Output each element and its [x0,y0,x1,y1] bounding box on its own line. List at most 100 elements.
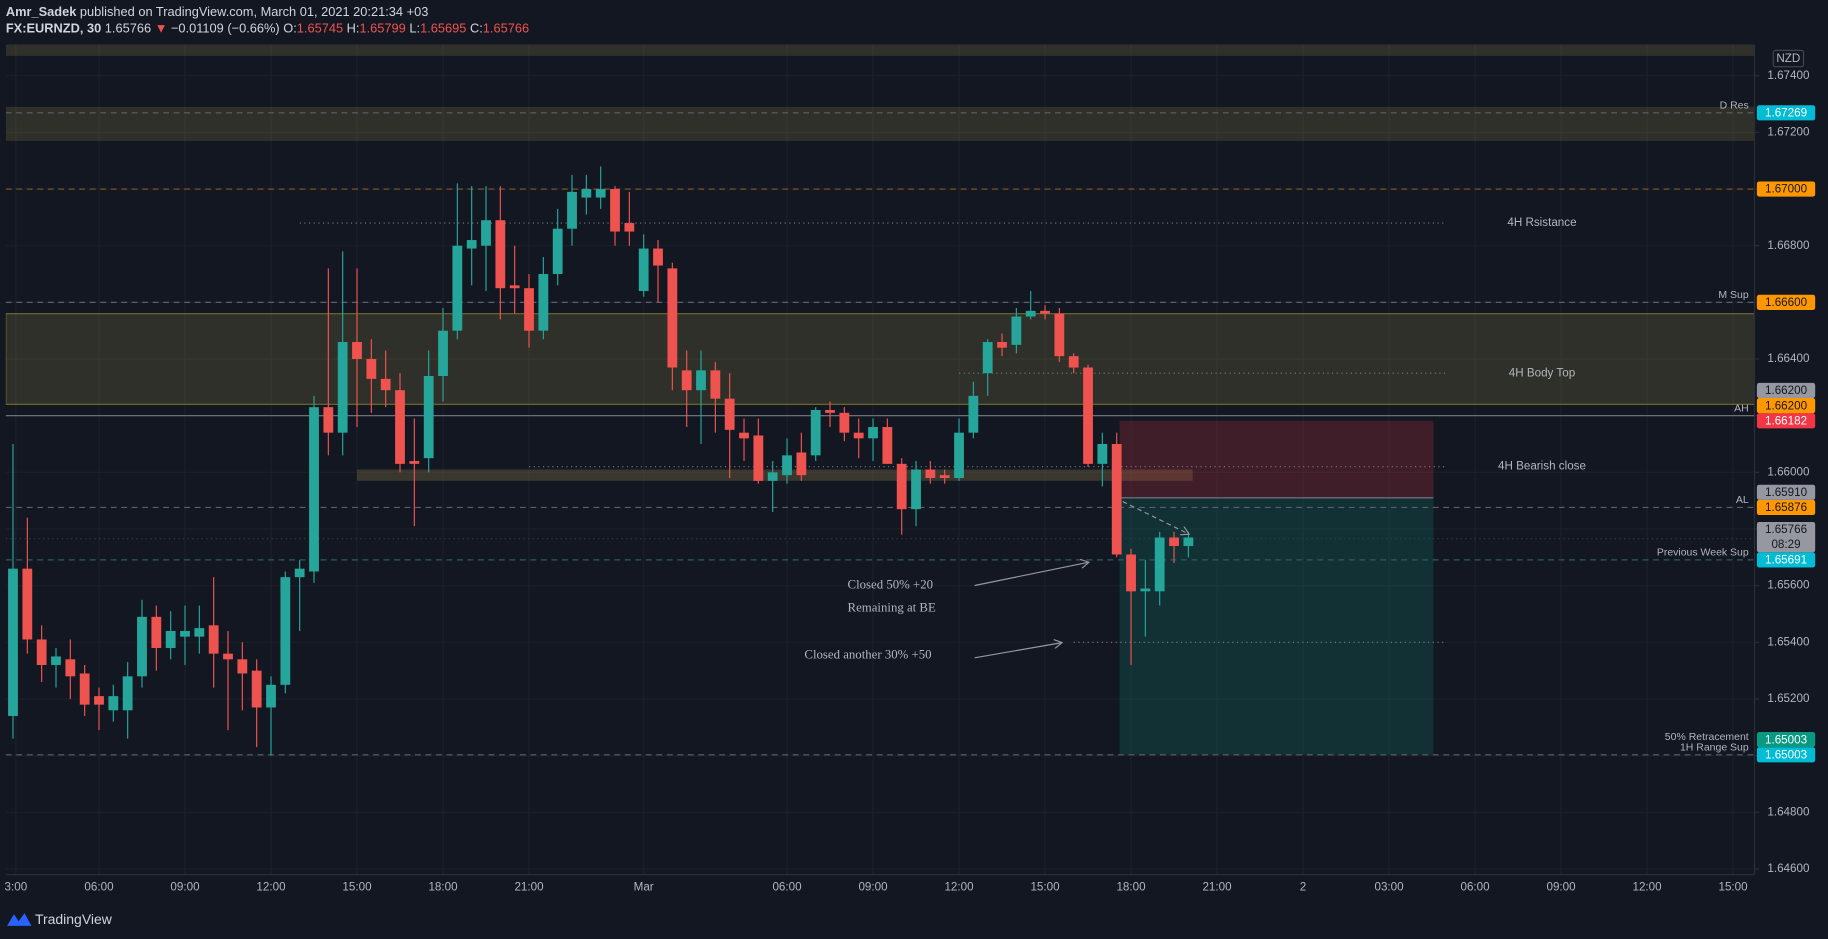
candle-body [251,670,262,708]
candle-body [1169,537,1179,546]
level-label: 1H Range Sup [1680,743,1749,754]
x-tick-label: 2 [1300,881,1306,894]
levels [5,112,1755,756]
price-label: 1.66182 [1765,414,1807,427]
candle-body [710,370,721,399]
candle-body [452,245,463,331]
candle-body [524,288,534,331]
candle-body [1097,444,1108,464]
direction: ▼ [155,21,168,36]
brand-logo [6,913,32,926]
candle-body [380,378,391,391]
level-label: 50% Retracement [1665,732,1749,743]
y-tick-label: 1.67400 [1767,69,1810,82]
x-tick-label: 06:00 [84,881,114,894]
price-label: 1.65691 [1765,554,1807,567]
ohlc-value: 1.65766 [483,21,529,36]
x-tick-label: 09:00 [170,881,200,894]
candle-body [180,630,190,637]
candle-body [1183,537,1194,546]
candle-body [366,359,377,379]
header-line: Amr_Sadek published on TradingView.com, … [6,4,429,19]
candle-body [782,455,792,476]
ohlc-label: O: [283,21,297,36]
grid [5,44,1755,875]
candle-body [1025,310,1036,317]
candle-body [696,370,706,391]
level-label: AH [1734,403,1749,414]
x-tick-label: 3:00 [5,881,28,894]
brand: TradingView [35,911,113,927]
segment-label: 4H Bearish close [1498,460,1586,473]
target-zone [1119,497,1434,755]
candle-body [509,285,520,289]
candle-body [1140,588,1151,592]
candles [8,166,1194,756]
ohlc-value: 1.65745 [297,21,343,36]
currency-box [1772,49,1805,68]
candle-body [495,220,506,289]
price-label-box [1756,521,1816,553]
trade-path [1122,501,1189,535]
price-label-box [1756,181,1816,197]
ohlc-value: 1.65695 [420,21,466,36]
price-label-box [1756,732,1816,748]
candle-body [624,223,635,232]
symbol-line: FX:EURNZD, 30 1.65766 ▼ −0.01109 (−0.66%… [6,21,529,36]
candle-body [1040,310,1050,314]
y-tick-label: 1.66800 [1767,239,1810,252]
y-tick-label: 1.66400 [1767,352,1810,365]
candle-body [108,696,119,711]
candle-body [294,568,305,578]
arrow [974,643,1062,659]
candle-body [79,673,90,705]
candle-body [825,410,835,413]
zone [5,313,1755,405]
y-tick-label: 1.65200 [1767,692,1810,705]
candle-body [753,435,764,481]
x-tick-label: 12:00 [256,881,286,894]
annotation: Remaining at BE [848,601,936,615]
x-tick-label: 15:00 [342,881,372,894]
x-tick-label: 06:00 [772,881,802,894]
candle-body [538,274,549,331]
y-tick-label: 1.64600 [1767,862,1810,875]
price-label-box [1756,552,1816,568]
candle-body [853,432,864,439]
x-tick-label: 09:00 [858,881,888,894]
candle-body [767,472,778,481]
candle-body [581,189,592,198]
candle-body [438,330,448,377]
candle-body [1154,537,1165,592]
candle-body [1111,444,1122,555]
candle-body [395,390,405,464]
price-label: 1.66200 [1765,399,1808,412]
x-tick-label: 09:00 [1546,881,1576,894]
x-tick-label: 15:00 [1030,881,1060,894]
candle-body [280,577,291,685]
candle-body [638,248,649,292]
candle-body [481,220,491,246]
price-label-box [1756,398,1816,414]
price-label-box [1756,499,1816,516]
y-tick-label: 1.65400 [1767,635,1810,648]
ohlc-value: 1.65799 [359,21,405,36]
x-tick-label: 21:00 [1202,881,1232,894]
y-tick-label: 1.65600 [1767,579,1810,592]
candle-body [911,469,921,510]
candle-body [337,342,348,433]
candle-body [552,228,563,275]
price-label: 1.67000 [1765,183,1808,196]
candle-body [1011,316,1022,345]
x-tick-label: Mar [634,881,654,894]
candle-body [8,568,18,716]
change: −0.01109 (−0.66%) [171,21,280,36]
annotation: Closed another 30% +50 [804,647,931,661]
candle-body [810,410,821,456]
candle-body [352,342,362,360]
price-label: 1.65766 [1765,523,1807,536]
price-label: 1.65910 [1765,486,1808,499]
candle-body [309,407,319,572]
candle-body [208,625,219,654]
